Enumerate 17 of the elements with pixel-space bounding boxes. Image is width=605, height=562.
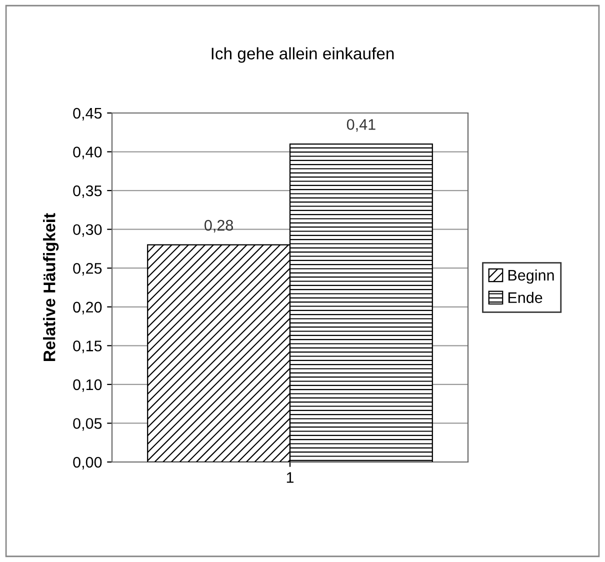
data-label: 0,41 [346, 119, 376, 132]
legend-label: Beginn [508, 269, 554, 284]
y-tick-label: 0,35 [73, 185, 102, 198]
data-label: 0,28 [204, 220, 234, 233]
y-axis-title: Relative Häufigkeit [43, 213, 59, 361]
y-tick-label: 0,45 [73, 108, 102, 120]
y-tick-label: 0,30 [73, 224, 102, 237]
y-tick-label: 0,15 [73, 340, 102, 354]
y-tick-label: 0,10 [73, 379, 102, 392]
y-tick-label: 0,20 [73, 302, 102, 314]
x-tick-label: 1 [286, 472, 294, 483]
chart-title: Ich gehe allein einkaufen [212, 47, 394, 63]
y-tick-label: 0,40 [73, 146, 102, 160]
y-tick-label: 0,00 [73, 456, 102, 470]
y-tick-label: 0,25 [73, 262, 102, 276]
legend-label: Ende [508, 292, 542, 304]
y-tick-label: 0,05 [73, 418, 102, 431]
